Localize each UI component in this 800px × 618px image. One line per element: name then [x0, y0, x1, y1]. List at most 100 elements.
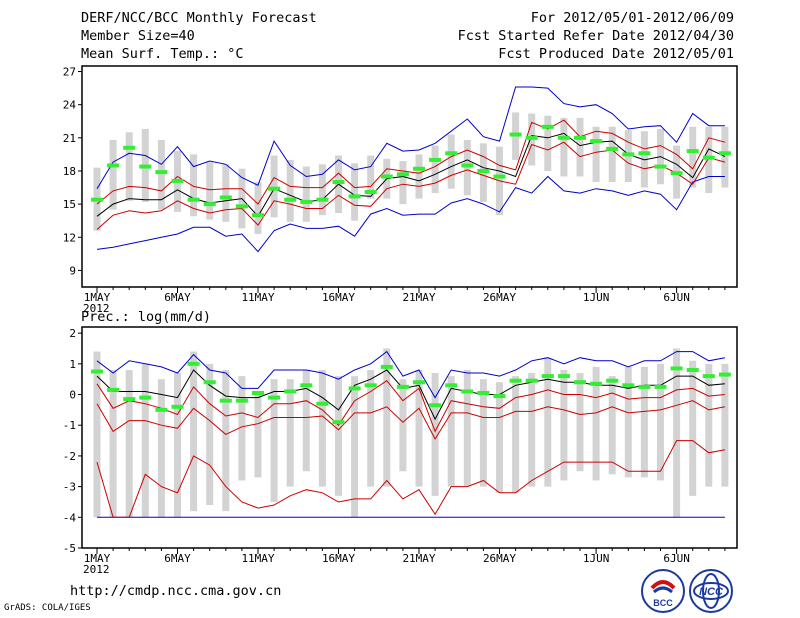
ensemble-box [576, 117, 584, 177]
ensemble-box [286, 379, 294, 487]
precip-panel-title: Prec.: log(mm/d) [81, 309, 212, 325]
ensemble-box [544, 115, 552, 171]
x-tick-label: 6MAY [164, 291, 191, 304]
x-tick-label: 1JUN [583, 552, 610, 565]
ensemble-box [544, 357, 552, 487]
observed-marker [606, 378, 619, 383]
grads-credit: GrADS: COLA/IGES [4, 603, 91, 613]
observed-marker [557, 135, 570, 140]
ensemble-box [190, 154, 198, 217]
ensemble-box [560, 117, 568, 177]
observed-marker [670, 171, 683, 176]
observed-marker [219, 195, 232, 200]
observed-marker [107, 163, 120, 168]
temperature-panel: 9 12 15 18 21 24 27 1MAY 6MAY 11MAY 16MAY 21MAY 26MA… [63, 65, 738, 315]
ensemble-box [270, 155, 278, 218]
ensemble-box [109, 140, 117, 210]
observed-marker [332, 420, 345, 425]
observed-marker [413, 166, 425, 171]
x-tick-label: 1MAY [84, 291, 111, 304]
observed-marker [107, 387, 120, 392]
ensemble-box [447, 134, 455, 189]
observed-marker [606, 146, 619, 151]
x-tick-label: 16MAY [322, 291, 355, 304]
observed-marker [702, 374, 715, 379]
observed-marker [622, 383, 635, 388]
ensemble-box [705, 126, 713, 194]
ensemble-box [640, 366, 648, 478]
series-line-mean-sd [96, 119, 726, 205]
ensemble-box [302, 166, 310, 222]
x-tick-label: 1MAY [84, 552, 111, 565]
observed-marker [718, 151, 731, 156]
ensemble-box [479, 379, 487, 487]
ensemble-box [689, 360, 697, 496]
y-tick-label: 0 [69, 389, 76, 402]
x-tick-label: 6JUN [663, 291, 690, 304]
ensemble-box [254, 391, 262, 478]
ensemble-box [721, 126, 729, 188]
observed-marker [155, 170, 168, 175]
x-tick-label: 26MAY [483, 552, 516, 565]
ensemble-box [463, 369, 471, 487]
y-tick-label: 1 [69, 358, 76, 371]
observed-marker [493, 174, 506, 179]
member-size: Member Size=40 [81, 28, 195, 44]
observed-marker [574, 135, 586, 140]
observed-marker [654, 384, 667, 389]
x-tick-label: 11MAY [241, 552, 274, 565]
observed-marker [139, 395, 152, 400]
ensemble-box [624, 366, 632, 478]
observed-marker [638, 384, 651, 389]
series-line-mean [96, 369, 725, 421]
observed-marker [235, 204, 248, 209]
ensemble-box [447, 376, 455, 487]
observed-marker [525, 135, 538, 140]
ensemble-box [512, 376, 520, 493]
observed-marker [235, 398, 248, 403]
ensemble-box [721, 363, 729, 487]
ensemble-box [351, 163, 359, 221]
y-tick-label: 2 [69, 327, 76, 340]
ensemble-box [399, 161, 407, 205]
ensemble-box [351, 376, 359, 518]
x-tick-label: 16MAY [322, 552, 355, 565]
ensemble-box [705, 363, 713, 487]
series-line-min [96, 86, 725, 189]
series-line-max [96, 175, 725, 253]
ensemble-box [157, 140, 165, 210]
observed-marker [445, 151, 458, 156]
ensemble-box [125, 132, 133, 201]
observed-marker [509, 378, 522, 383]
observed-marker [670, 366, 683, 371]
ensemble-box [206, 162, 214, 220]
ensemble-box [608, 376, 616, 475]
observed-marker [525, 378, 538, 383]
observed-marker [171, 178, 184, 183]
observed-marker [364, 383, 377, 388]
source-url: http://cmdp.ncc.cma.gov.cn [70, 583, 282, 599]
y-tick-label: 9 [69, 264, 76, 277]
ensemble-box [93, 351, 101, 518]
observed-marker [557, 374, 570, 379]
observed-marker [509, 132, 522, 137]
ensemble-box [238, 376, 246, 481]
ensemble-box [608, 126, 616, 183]
year-label: 2012 [83, 302, 110, 315]
observed-marker [590, 381, 603, 386]
series-line-mean-sd [96, 400, 725, 441]
ensemble-box [222, 164, 230, 222]
ensemble-box [367, 369, 375, 487]
ensemble-box [157, 379, 165, 518]
ensemble-box [302, 369, 310, 472]
ensemble-box [415, 369, 423, 487]
variable-label: Mean Surf. Temp.: °C [81, 46, 244, 62]
ensemble-box [270, 379, 278, 502]
observed-marker [541, 374, 554, 379]
ensemble-box [657, 363, 664, 481]
observed-marker [396, 384, 409, 389]
series-line-mean [96, 132, 726, 218]
ensemble-box [141, 363, 149, 518]
